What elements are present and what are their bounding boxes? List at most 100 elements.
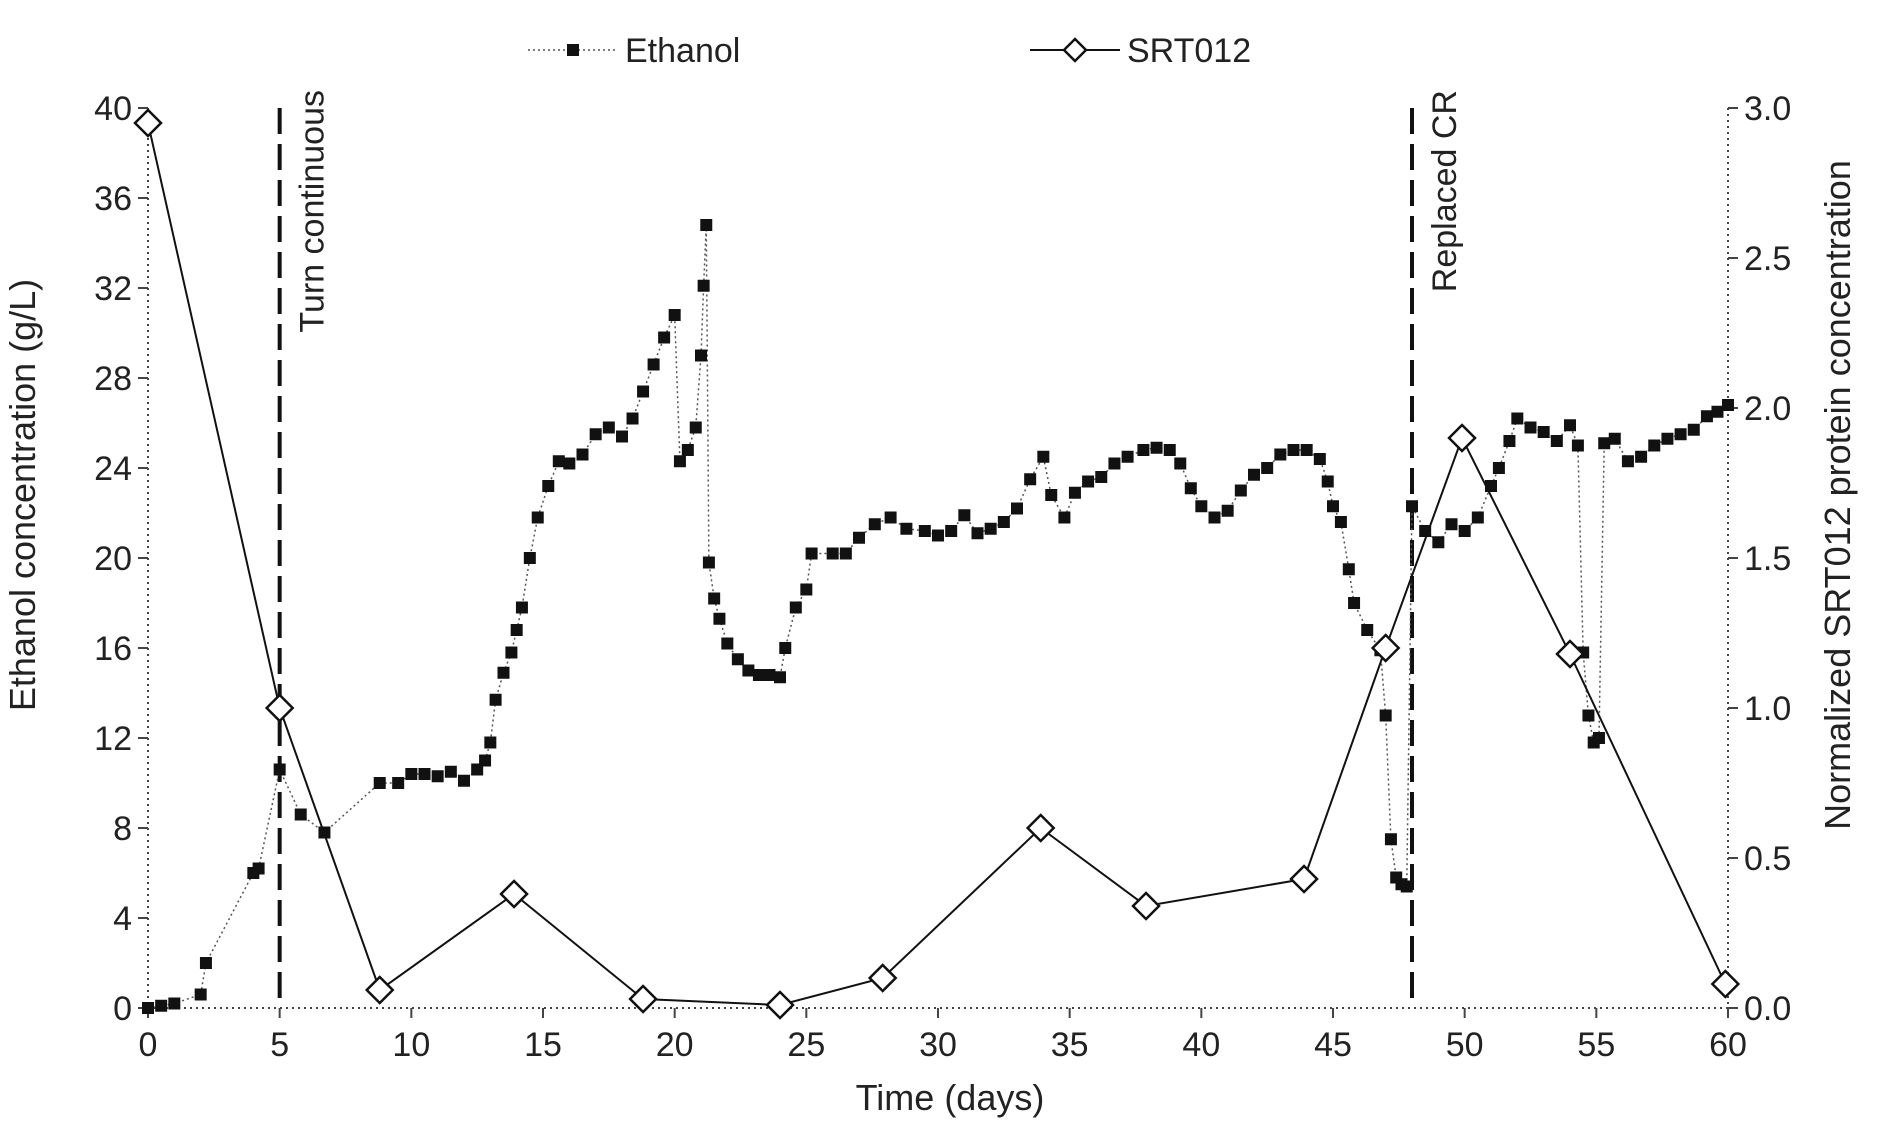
ethanol-point <box>789 601 802 614</box>
y2-tick-label: 1.5 <box>1744 540 1791 578</box>
x-tick-label: 55 <box>1577 1026 1615 1064</box>
srt012-point <box>628 984 658 1014</box>
ethanol-point <box>1492 462 1505 474</box>
y-tick-label: 0 <box>113 990 132 1028</box>
ethanol-point <box>695 349 707 362</box>
ethanol-point <box>945 525 958 537</box>
ethanol-point <box>489 693 502 706</box>
ethanol-point <box>1108 457 1121 470</box>
ethanol-point <box>626 412 639 425</box>
ethanol-point <box>563 457 576 470</box>
ethanol-point <box>1261 462 1274 474</box>
ethanol-point <box>199 957 212 969</box>
ethanol-point <box>515 601 528 614</box>
y2-tick-label: 0.5 <box>1744 840 1791 878</box>
ethanol-point <box>984 522 997 535</box>
y-tick-label: 12 <box>94 720 132 758</box>
legend-srt012-label: SRT012 <box>1127 32 1251 70</box>
ethanol-point <box>752 669 765 681</box>
ethanol-point <box>1592 732 1605 744</box>
x-axis-title: Time (days) <box>856 1077 1045 1118</box>
ethanol-point <box>702 556 715 569</box>
ethanol-point <box>1511 412 1524 425</box>
y-axis-title: Ethanol concentration (g/L) <box>2 279 43 711</box>
ethanol-point <box>853 531 865 544</box>
ethanol-point <box>1503 435 1516 447</box>
ethanol-point <box>1208 511 1221 524</box>
x-tick-label: 15 <box>524 1026 562 1064</box>
ethanol-point <box>1648 439 1661 452</box>
ethanol-point <box>673 455 686 468</box>
ethanol-point <box>900 522 913 535</box>
ethanol-point <box>510 624 523 636</box>
y2-tick-label: 0.0 <box>1744 990 1791 1028</box>
ethanol-point <box>826 547 839 560</box>
ethanol-point <box>155 999 168 1012</box>
ethanol-point <box>142 1002 154 1014</box>
ethanol-point <box>1537 426 1550 438</box>
ethanol-point <box>1045 489 1058 501</box>
ethanol-point <box>1582 709 1595 722</box>
ethanol-point <box>589 428 602 441</box>
y-tick-label: 36 <box>94 180 132 218</box>
ethanol-point <box>1571 439 1584 452</box>
ethanol-point <box>971 527 984 540</box>
ethanol-point <box>1348 597 1361 609</box>
ethanol-point <box>552 455 565 468</box>
ethanol-point <box>708 592 721 605</box>
y2-tick-label: 1.0 <box>1744 690 1791 728</box>
ethanol-point <box>700 219 713 231</box>
ethanol-point <box>1300 444 1313 456</box>
ethanol-point <box>1687 423 1700 436</box>
ethanol-point <box>1058 511 1071 524</box>
ethanol-point <box>1361 624 1374 636</box>
x-tick-label: 5 <box>270 1026 289 1064</box>
ethanol-point <box>273 763 286 776</box>
ethanol-point <box>1313 453 1326 465</box>
ethanol-point <box>763 669 776 681</box>
y2-tick-label: 2.5 <box>1744 240 1791 278</box>
ethanol-point <box>1564 419 1576 432</box>
srt012-point <box>1289 864 1319 894</box>
x-tick-label: 40 <box>1182 1026 1220 1064</box>
ethanol-point <box>1082 475 1095 488</box>
ethanol-point <box>1711 405 1724 418</box>
ethanol-point <box>1334 516 1347 528</box>
ethanol-point <box>681 444 694 456</box>
ethanol-point <box>884 511 897 524</box>
ethanol-point <box>444 765 457 778</box>
legend-layer: Ethanol SRT012 <box>528 32 1251 70</box>
ethanol-point <box>1287 444 1300 456</box>
ethanol-point <box>294 808 307 821</box>
ethanol-point <box>918 525 931 537</box>
srt012-point <box>867 963 898 993</box>
ethanol-point <box>1621 455 1634 468</box>
ethanol-point <box>1432 536 1445 549</box>
ethanol-point <box>1379 709 1392 722</box>
ethanol-point <box>1037 450 1050 463</box>
ethanol-point <box>252 862 265 875</box>
ethanol-point <box>689 421 702 434</box>
srt012-point <box>1710 969 1741 999</box>
ethanol-point <box>1221 504 1234 517</box>
legend-ethanol-marker <box>567 44 579 56</box>
y2-axis-title: Normalized SRT012 protein concentration <box>1817 160 1858 830</box>
ethanol-point <box>1095 471 1108 483</box>
annotation-layer: Turn continuous Replaced CR <box>277 90 1464 1008</box>
y-tick-label: 24 <box>94 450 132 488</box>
ethanol-point <box>658 331 671 344</box>
ethanol-point <box>602 421 615 434</box>
ethanol-point <box>1137 444 1150 456</box>
srt012-point <box>499 879 529 909</box>
ethanol-point <box>1550 435 1563 447</box>
ethanol-point <box>1471 511 1484 524</box>
ethanol-point <box>542 480 555 492</box>
ethanol-point <box>1458 525 1471 537</box>
x-tick-label: 30 <box>919 1026 957 1064</box>
legend-srt012-marker <box>1062 37 1088 63</box>
y-tick-label: 32 <box>94 270 132 308</box>
srt012-series-line <box>147 122 1727 1007</box>
ethanol-point <box>1598 437 1611 450</box>
